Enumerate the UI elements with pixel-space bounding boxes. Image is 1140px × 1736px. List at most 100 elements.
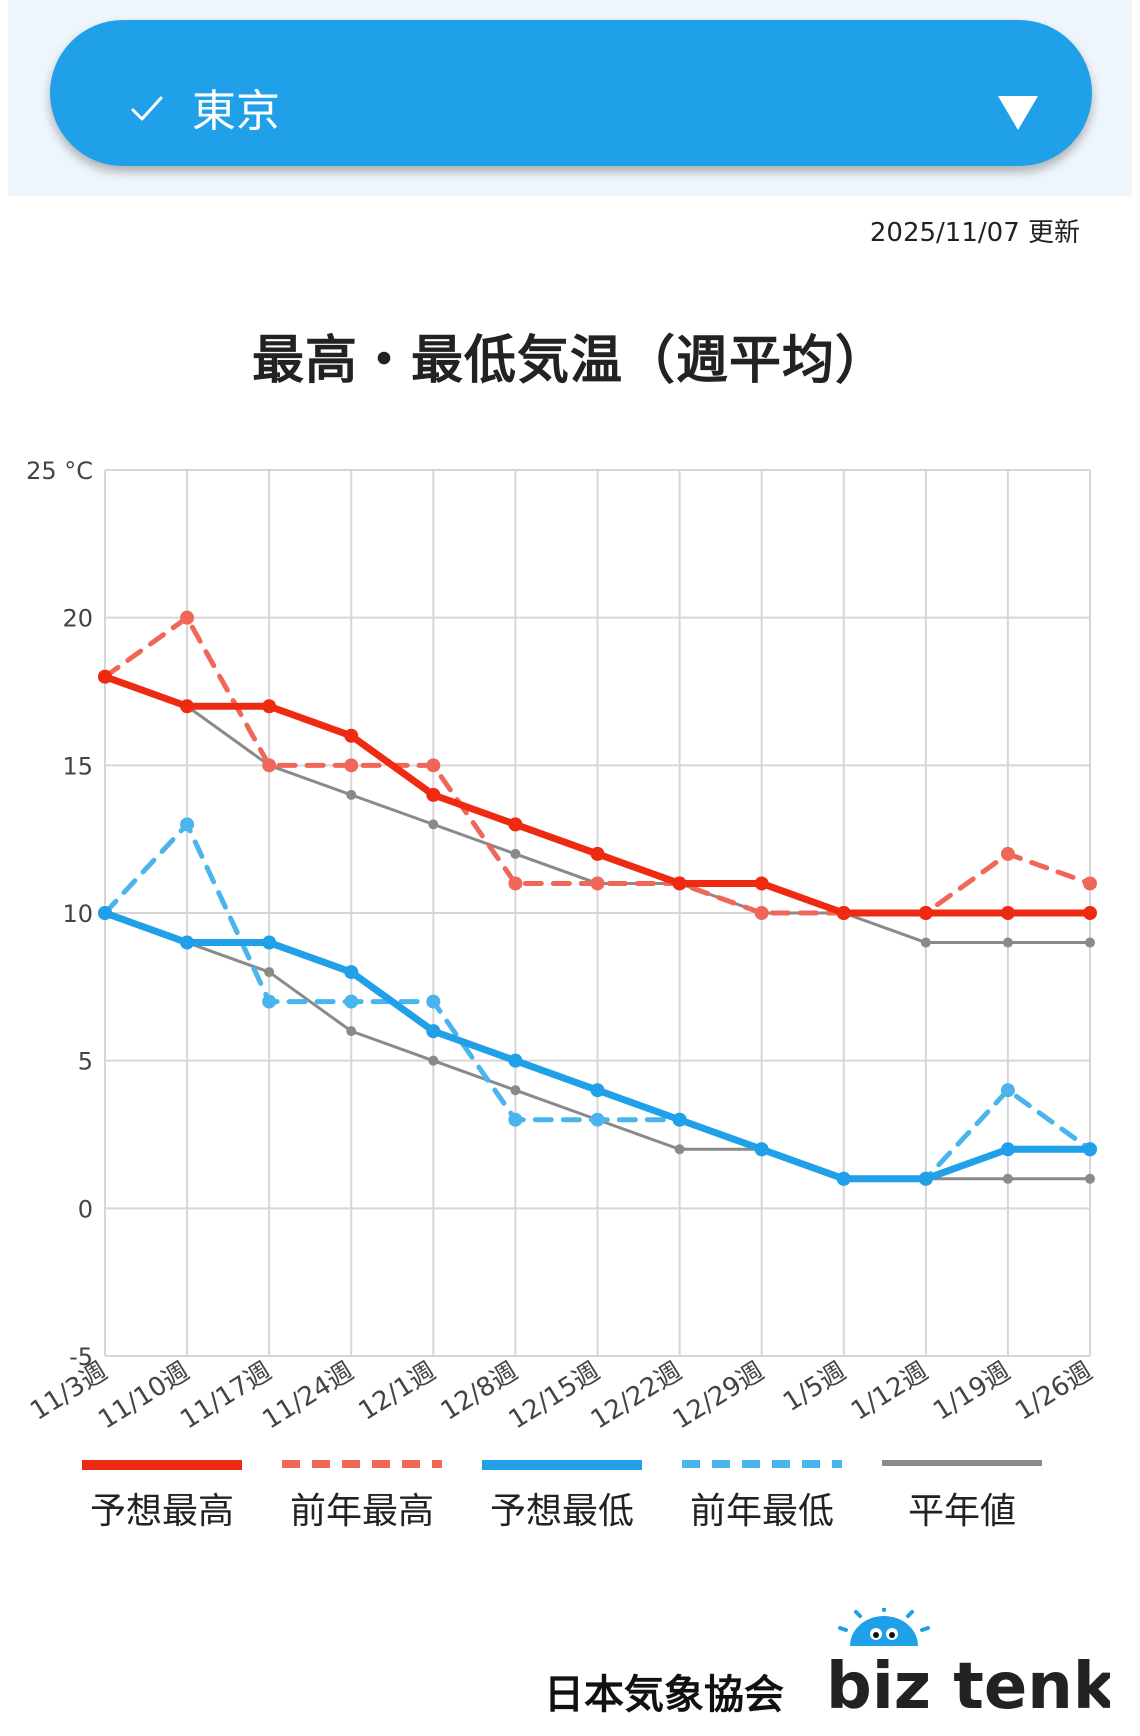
data-point-forecast-high [836, 906, 851, 920]
legend-item-forecast-high: 予想最高 [82, 1452, 272, 1552]
data-point-forecast-high [426, 787, 441, 802]
legend-label: 前年最高 [289, 1491, 434, 1532]
y-tick-label: 15 [62, 752, 93, 780]
data-point-prev-low [262, 994, 277, 1009]
x-tick-label: 1/26週 [1010, 1356, 1097, 1426]
data-point-forecast-low [672, 1112, 687, 1127]
x-tick-label: 12/22週 [586, 1356, 687, 1435]
legend-label: 平年値 [907, 1491, 1016, 1532]
y-tick-label: -5 [69, 1343, 93, 1371]
data-point-normal-high [1002, 937, 1013, 948]
data-point-forecast-low [426, 1024, 441, 1039]
y-tick-label: 20 [62, 605, 93, 633]
y-tick-label: 25 °C [26, 457, 93, 485]
data-point-prev-high [344, 758, 359, 773]
selected-region-label: 東京 [192, 86, 280, 137]
data-point-forecast-high [180, 699, 195, 714]
data-point-forecast-low [508, 1053, 523, 1068]
legend-label: 予想最低 [489, 1491, 634, 1532]
triangle-down-icon[interactable] [996, 94, 1040, 132]
y-tick-label: 0 [78, 1195, 93, 1223]
x-tick-label: 1/19週 [928, 1356, 1015, 1426]
legend: 予想最高 前年最高 予想最低 前年最低 平年値 [0, 1452, 1140, 1552]
legend-item-prev-high: 前年最高 [282, 1452, 472, 1552]
data-point-forecast-high [672, 876, 687, 891]
data-point-prev-low [508, 1112, 523, 1127]
legend-label: 前年最低 [689, 1491, 834, 1532]
data-point-forecast-high [918, 906, 933, 920]
legend-item-normal: 平年値 [882, 1452, 1072, 1552]
data-point-normal-low [1085, 1173, 1095, 1184]
data-point-normal-low [428, 1055, 439, 1066]
data-point-normal-high [428, 819, 439, 830]
data-point-prev-high [262, 758, 277, 773]
x-tick-label: 1/5週 [778, 1356, 851, 1417]
legend-swatch-prev-high [282, 1460, 442, 1468]
legend-swatch-forecast-high [82, 1460, 242, 1470]
data-point-normal-high [346, 789, 357, 800]
x-tick-label: 11/10週 [93, 1356, 194, 1435]
data-point-prev-high [754, 906, 769, 920]
x-tick-label: 12/29週 [668, 1356, 769, 1435]
legend-item-forecast-low: 予想最低 [482, 1452, 672, 1552]
data-point-forecast-high [754, 876, 769, 891]
data-point-forecast-low [180, 935, 195, 950]
data-point-prev-low [590, 1112, 605, 1127]
biz-tenki-logo: biz tenki [826, 1608, 1110, 1718]
data-point-forecast-high [1083, 906, 1097, 920]
data-point-forecast-low [590, 1083, 605, 1098]
data-point-prev-high [426, 758, 441, 773]
data-point-forecast-low [918, 1171, 933, 1186]
legend-swatch-forecast-low [482, 1460, 642, 1470]
updated-timestamp: 2025/11/07 更新 [869, 218, 1080, 248]
data-point-forecast-high [508, 817, 523, 832]
legend-label: 予想最高 [89, 1491, 234, 1532]
data-point-forecast-low [1000, 1142, 1015, 1157]
chart-title: 最高・最低気温（週平均） [251, 331, 888, 391]
data-point-prev-high [180, 610, 195, 625]
legend-swatch-normal [882, 1460, 1042, 1466]
data-point-prev-low [426, 994, 441, 1009]
data-point-forecast-low [98, 906, 112, 920]
x-tick-label: 12/1週 [354, 1356, 441, 1426]
data-point-prev-high [590, 876, 605, 891]
data-point-forecast-high [98, 669, 112, 684]
data-point-forecast-low [836, 1171, 851, 1186]
legend-swatch-prev-low [682, 1460, 842, 1468]
org-name: 日本気象協会 [544, 1672, 784, 1718]
data-point-forecast-high [344, 728, 359, 743]
data-point-forecast-high [1000, 906, 1015, 920]
data-point-prev-low [344, 994, 359, 1009]
y-tick-label: 10 [62, 900, 93, 928]
data-point-prev-low [1000, 1083, 1015, 1098]
check-icon [131, 96, 163, 121]
data-point-normal-high [510, 848, 521, 859]
brand-text: biz tenki [826, 1650, 1110, 1718]
data-point-prev-high [508, 876, 523, 891]
legend-item-prev-low: 前年最低 [682, 1452, 872, 1552]
data-point-forecast-high [262, 699, 277, 714]
data-point-forecast-high [590, 846, 605, 861]
y-tick-label: 5 [78, 1048, 93, 1076]
x-tick-label: 1/12週 [846, 1356, 933, 1426]
footer: 日本気象協会 biz tenki [0, 1600, 1140, 1720]
data-point-normal-high [920, 937, 931, 948]
x-tick-label: 11/24週 [257, 1356, 358, 1435]
data-point-forecast-low [344, 965, 359, 980]
data-point-prev-high [1000, 846, 1015, 861]
data-point-forecast-low [1083, 1142, 1097, 1157]
data-point-prev-high [1083, 876, 1097, 891]
sun-mascot-icon [838, 1608, 930, 1646]
data-point-forecast-low [262, 935, 277, 950]
data-point-forecast-low [754, 1142, 769, 1157]
data-point-normal-high [1085, 937, 1095, 948]
data-point-normal-low [1002, 1173, 1013, 1184]
region-select[interactable]: 東京 [50, 20, 1092, 166]
data-point-normal-low [346, 1026, 357, 1037]
x-tick-label: 12/15週 [504, 1356, 605, 1435]
data-point-normal-low [510, 1085, 521, 1096]
data-point-normal-low [264, 967, 275, 978]
data-point-prev-low [180, 817, 195, 832]
x-tick-label: 11/17週 [175, 1356, 276, 1435]
